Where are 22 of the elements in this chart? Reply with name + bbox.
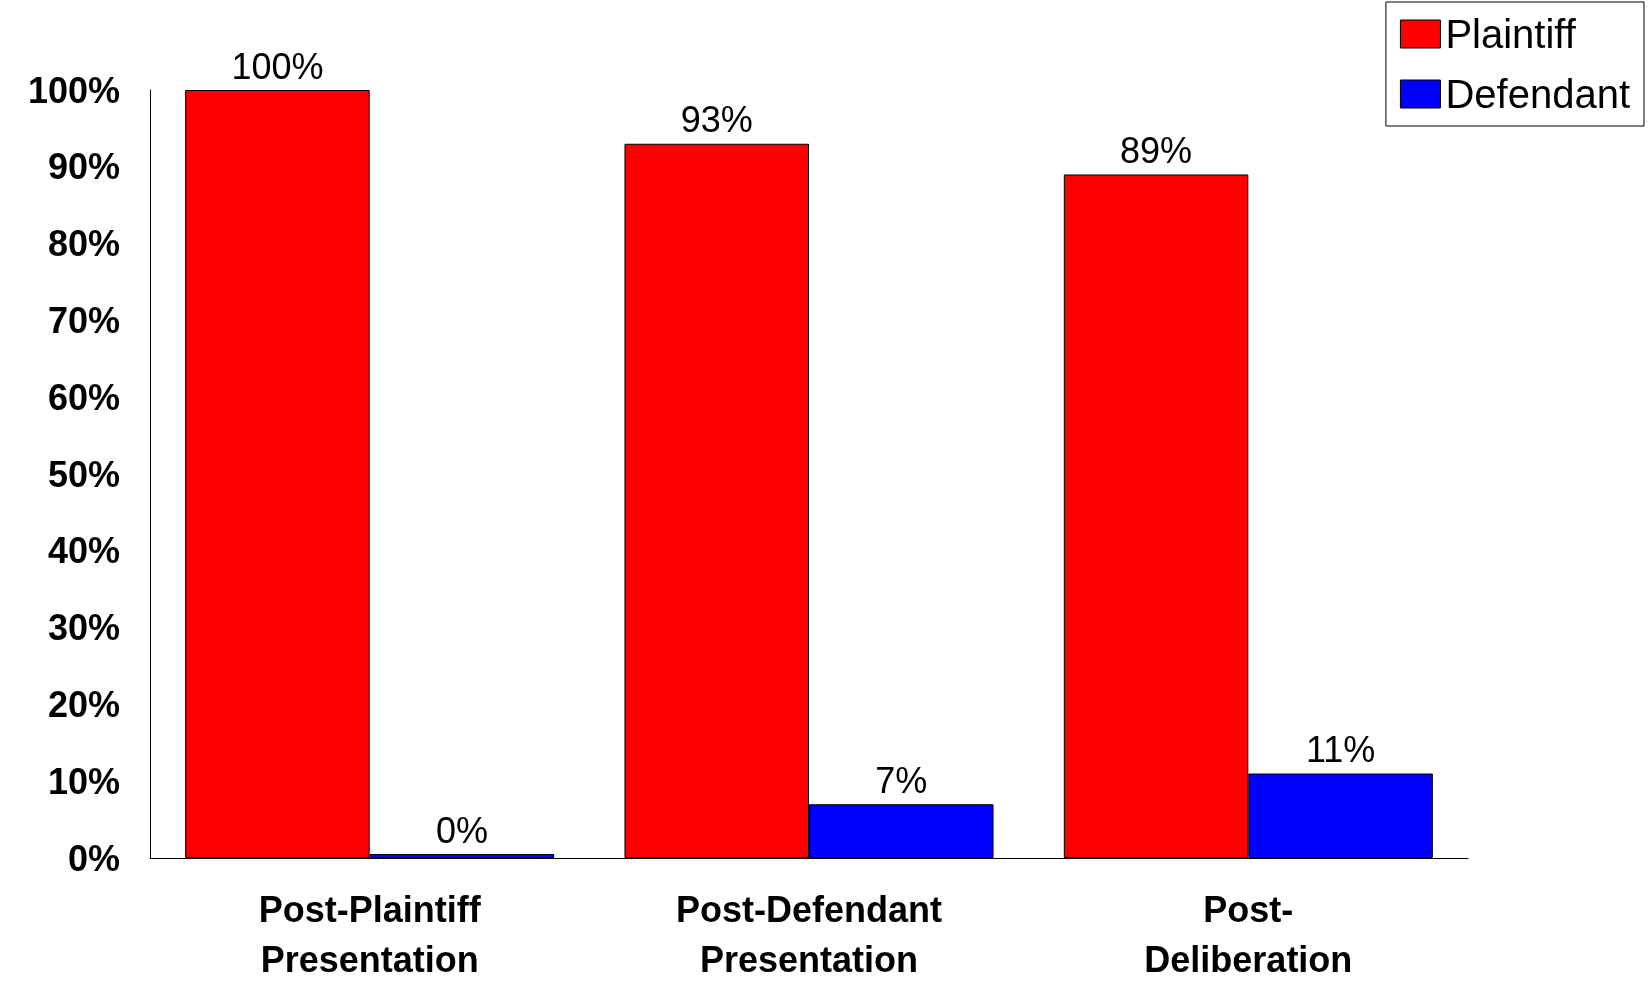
y-tick-label: 60%: [47, 376, 120, 418]
data-label: 89%: [1120, 129, 1193, 171]
data-label: 7%: [875, 759, 928, 801]
y-tick-label: 20%: [47, 683, 120, 725]
y-tick-label: 0%: [67, 837, 120, 879]
data-label: 93%: [680, 99, 753, 141]
data-label: 11%: [1305, 729, 1376, 771]
y-tick-label: 10%: [47, 760, 120, 802]
y-tick-label: 70%: [47, 299, 120, 341]
x-tick-label: Post-Plaintiff Presentation: [258, 888, 482, 980]
legend-label: Defendant: [1445, 72, 1630, 116]
y-tick-label: 40%: [47, 530, 120, 572]
data-label: 0%: [435, 809, 488, 851]
y-tick-label: 30%: [47, 607, 120, 649]
y-tick-label: 50%: [47, 453, 120, 495]
x-tick-label: Post-Deliberation: [1144, 888, 1353, 980]
y-tick-label: 80%: [47, 223, 120, 265]
x-tick-label: Post-Defendant Presentation: [675, 888, 943, 980]
y-tick-label: 90%: [47, 146, 120, 188]
data-label: 100%: [231, 45, 324, 87]
y-tick-label: 100%: [27, 69, 120, 111]
legend-label: Plaintiff: [1445, 12, 1577, 56]
